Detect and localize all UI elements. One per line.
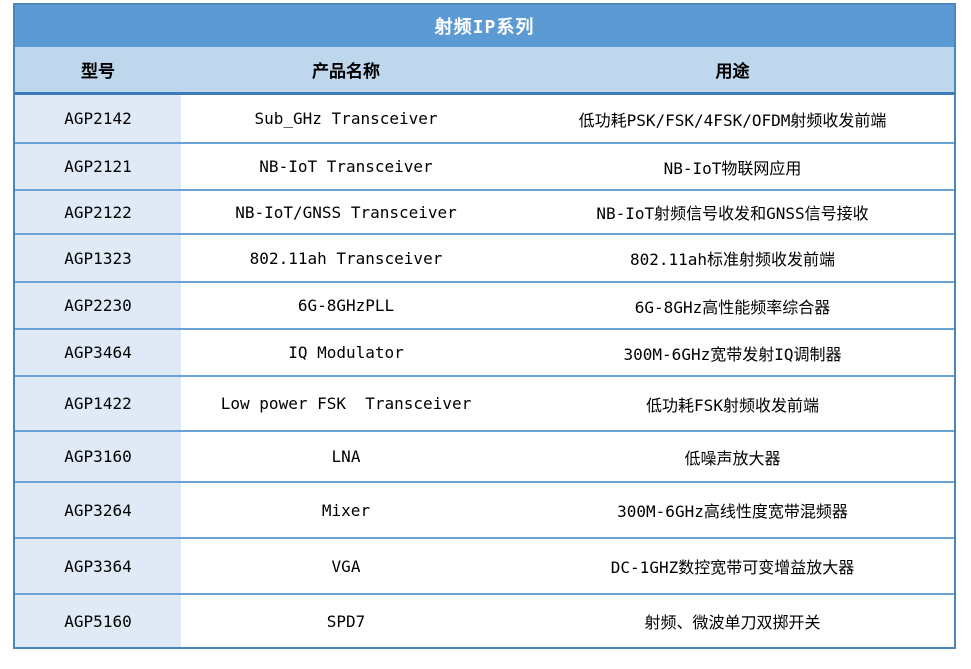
cell-usage: 射频、微波单刀双掷开关 <box>644 613 821 632</box>
table-row: AGP1323 802.11ah Transceiver 802.11ah标准射… <box>15 233 954 281</box>
cell-model: AGP3464 <box>15 330 181 375</box>
table-row: AGP2121 NB-IoT Transceiver NB-IoT物联网应用 <box>15 142 954 189</box>
cell-usage: 低功耗FSK射频收发前端 <box>646 395 819 415</box>
cell-usage: 6G-8GHz高性能频率综合器 <box>634 297 831 317</box>
cell-product-name: VGA <box>331 556 361 576</box>
cell-model: AGP2142 <box>15 95 181 142</box>
cell-usage: 802.11ah标准射频收发前端 <box>629 250 836 269</box>
cell-usage: NB-IoT物联网应用 <box>663 158 802 178</box>
cell-product-name: 802.11ah Transceiver <box>249 248 443 268</box>
cell-model: AGP2121 <box>15 144 181 189</box>
cell-product-name: Low power FSK Transceiver <box>220 394 472 413</box>
cell-model: AGP3160 <box>15 432 181 481</box>
cell-product-name: IQ Modulator <box>288 343 404 362</box>
cell-product-name: NB-IoT/GNSS Transceiver <box>235 202 457 222</box>
cell-model: AGP2122 <box>15 191 181 233</box>
cell-product-name: Sub_GHz Transceiver <box>254 109 438 128</box>
table-row: AGP3160 LNA 低噪声放大器 <box>15 430 954 481</box>
table-row: AGP3464 IQ Modulator 300M-6GHz宽带发射IQ调制器 <box>15 328 954 375</box>
table-title: 射频IP系列 <box>15 5 954 47</box>
cell-model: AGP3264 <box>15 483 181 537</box>
table-row: AGP2142 Sub_GHz Transceiver 低功耗PSK/FSK/4… <box>15 95 954 142</box>
cell-usage: NB-IoT射频信号收发和GNSS信号接收 <box>596 204 869 223</box>
cell-product-name: NB-IoT Transceiver <box>259 157 433 176</box>
header-model: 型号 <box>81 62 115 82</box>
cell-product-name: LNA <box>331 447 361 466</box>
cell-model: AGP3364 <box>15 539 181 593</box>
header-product-name: 产品名称 <box>312 62 380 82</box>
table-row: AGP2122 NB-IoT/GNSS Transceiver NB-IoT射频… <box>15 189 954 233</box>
header-usage: 用途 <box>715 62 750 82</box>
table-header-row: 型号 产品名称 用途 <box>15 47 954 95</box>
cell-usage: DC-1GHZ数控宽带可变增益放大器 <box>610 558 855 577</box>
cell-product-name: Mixer <box>321 500 371 520</box>
table-row: AGP1422 Low power FSK Transceiver 低功耗FSK… <box>15 375 954 430</box>
table-row: AGP2230 6G-8GHzPLL 6G-8GHz高性能频率综合器 <box>15 281 954 328</box>
cell-usage: 300M-6GHz宽带发射IQ调制器 <box>623 344 842 364</box>
cell-product-name: SPD7 <box>326 611 366 631</box>
cell-usage: 低噪声放大器 <box>684 448 781 468</box>
cell-product-name: 6G-8GHzPLL <box>297 296 395 315</box>
cell-usage: 300M-6GHz高线性度宽带混频器 <box>617 502 848 521</box>
table-row: AGP5160 SPD7 射频、微波单刀双掷开关 <box>15 593 954 647</box>
cell-usage: 低功耗PSK/FSK/4FSK/OFDM射频收发前端 <box>578 110 887 130</box>
cell-model: AGP1422 <box>15 377 181 430</box>
cell-model: AGP2230 <box>15 283 181 328</box>
table-body: AGP2142 Sub_GHz Transceiver 低功耗PSK/FSK/4… <box>15 95 954 647</box>
table-row: AGP3264 Mixer 300M-6GHz高线性度宽带混频器 <box>15 481 954 537</box>
rf-ip-series-table: 射频IP系列 型号 产品名称 用途 AGP2142 Sub_GHz Transc… <box>13 3 956 649</box>
cell-model: AGP5160 <box>15 595 181 647</box>
cell-model: AGP1323 <box>15 235 181 281</box>
table-row: AGP3364 VGA DC-1GHZ数控宽带可变增益放大器 <box>15 537 954 593</box>
